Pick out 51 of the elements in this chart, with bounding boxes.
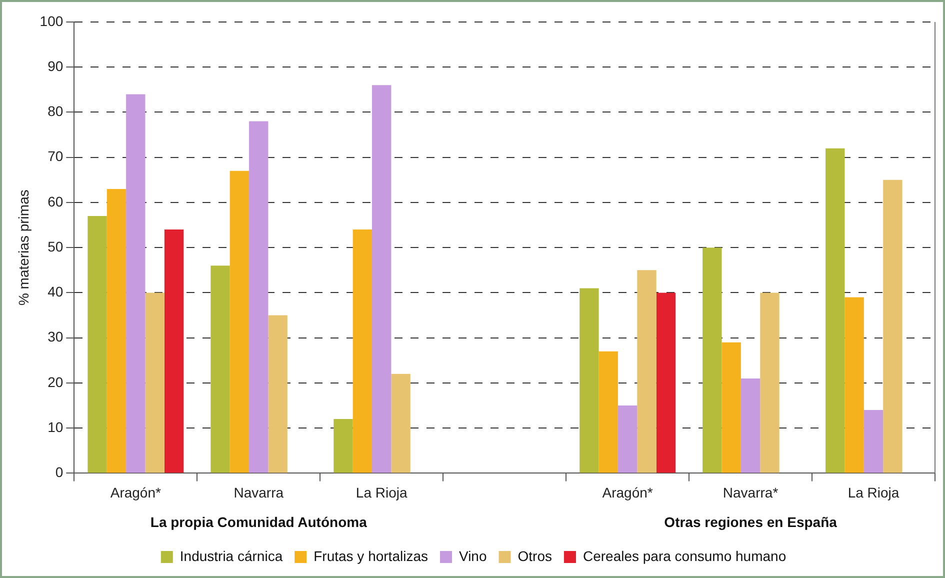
y-tick-label: 0 [55, 464, 64, 480]
bar [598, 351, 618, 473]
y-tick-label: 40 [48, 284, 64, 300]
y-tick-label: 50 [48, 238, 64, 254]
bar [618, 406, 638, 473]
x-tick-label: La Rioja [356, 484, 408, 500]
legend-label: Vino [458, 548, 487, 564]
y-tick-label: 80 [48, 103, 64, 120]
bar [334, 419, 353, 473]
y-tick-label: 60 [48, 193, 64, 210]
bar [210, 266, 230, 473]
text: La propia Comunidad Autónoma [150, 514, 368, 530]
x-tick-label: Aragón* [602, 484, 654, 500]
bar [656, 292, 676, 473]
bar [883, 180, 902, 473]
y-tick-label: 90 [48, 58, 64, 74]
y-tick-label: 30 [48, 328, 64, 345]
bar [145, 292, 164, 473]
bar [864, 410, 884, 473]
bar [249, 121, 268, 473]
y-tick-label: 70 [48, 148, 64, 164]
bar [740, 378, 760, 473]
legend-label: Frutas y hortalizas [314, 548, 428, 564]
bar [826, 148, 845, 473]
bar [580, 288, 599, 473]
bar [268, 315, 288, 473]
bar [702, 248, 722, 473]
bar [106, 188, 126, 473]
x-tick-label: Aragón* [110, 484, 162, 500]
text: Otras regiones en España [664, 514, 838, 530]
y-tick-label: 10 [48, 418, 64, 435]
bar [391, 374, 410, 473]
bar [372, 85, 392, 473]
legend-label: Otros [518, 548, 552, 564]
legend-label: Industria cárnica [180, 548, 283, 564]
bar [352, 230, 372, 473]
bar [844, 297, 864, 473]
legend-label: Cereales para consumo humano [582, 548, 786, 564]
bar [88, 216, 107, 473]
x-tick-label: Navarra [234, 484, 284, 500]
y-axis-title: % materias primas [15, 190, 32, 306]
bar [637, 270, 656, 473]
bar [230, 170, 250, 473]
bar [164, 230, 184, 473]
bar [760, 292, 780, 473]
bar [722, 342, 741, 473]
x-tick-label: La Rioja [848, 484, 900, 500]
y-tick-label: 20 [48, 374, 64, 390]
bar [126, 94, 146, 473]
x-tick-label: Navarra* [722, 484, 779, 500]
y-tick-label: 100 [40, 12, 64, 29]
